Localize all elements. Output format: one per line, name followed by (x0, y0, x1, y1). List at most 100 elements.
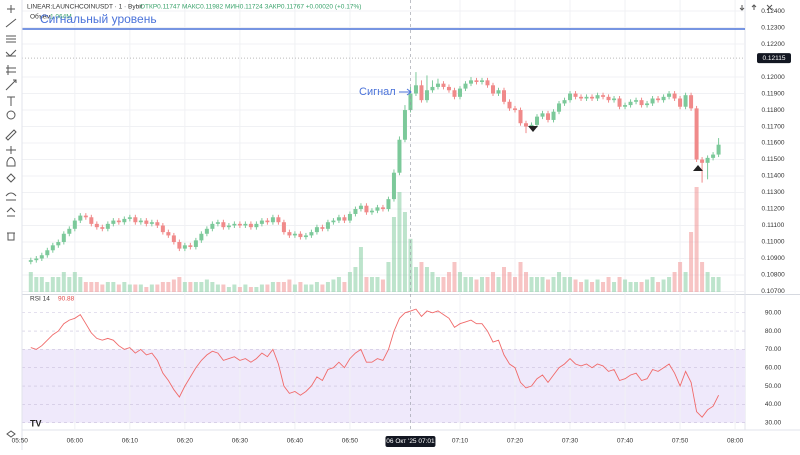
tool-zoom[interactable] (6, 146, 16, 154)
candle-body (568, 93, 573, 101)
rsi-legend-value: 90.88 (58, 296, 75, 303)
tool-text[interactable] (7, 96, 15, 106)
volume-bar (314, 282, 319, 292)
volume-bar (226, 287, 231, 292)
price-label-bg (757, 53, 791, 64)
volume-bar (419, 262, 424, 292)
volume-bar (485, 277, 490, 292)
volume-bar (579, 282, 584, 292)
volume-bar (402, 212, 407, 292)
candle-body (496, 90, 501, 94)
candle-body (524, 123, 529, 127)
volume-bar (518, 262, 523, 292)
volume-bar (446, 272, 451, 292)
candle-body (380, 207, 385, 210)
candle-body (67, 228, 72, 234)
btn-up[interactable] (751, 4, 757, 10)
tool-trendline[interactable] (5, 18, 17, 28)
tool-eye[interactable] (6, 207, 16, 217)
tool-fib[interactable] (6, 35, 16, 43)
y-tick-label: 0.12300 (761, 24, 785, 31)
candle-body (287, 232, 292, 236)
volume-bar (67, 277, 72, 292)
candle-body (623, 105, 628, 107)
volume-bar (557, 272, 562, 292)
volume-bar (479, 277, 484, 292)
volume-bar (287, 279, 292, 292)
candle-body (281, 222, 286, 233)
volume-bar (50, 277, 55, 292)
buy-marker (693, 165, 703, 171)
crosshair-label: 06 Окт '25 07:01 (386, 438, 435, 445)
volume-bar (551, 277, 556, 292)
tool-lock[interactable] (6, 173, 16, 183)
rsi-tick-label: 30.00 (765, 419, 782, 426)
candle-body (160, 225, 165, 233)
candle-body (573, 93, 578, 97)
btn-down[interactable] (739, 5, 745, 11)
volume-bar (336, 277, 341, 292)
tool-crosshair[interactable] (7, 5, 15, 13)
tool-ruler[interactable] (5, 129, 17, 141)
volume-bar (413, 267, 418, 292)
volume-bar (232, 284, 237, 292)
volume-bar (265, 284, 270, 292)
volume-bar (540, 277, 545, 292)
volume-bar (221, 284, 226, 292)
volume-bar (182, 282, 187, 292)
rsi-tick-label: 80.00 (765, 328, 782, 335)
candle-body (259, 220, 264, 224)
candle-body (634, 100, 639, 102)
volume-bar (28, 272, 33, 292)
candle-body (292, 233, 297, 236)
volume-bar (386, 262, 391, 292)
volume-bar (133, 284, 138, 292)
volume-bar (45, 282, 50, 292)
volume-bar (441, 277, 446, 292)
candle-body (320, 227, 325, 229)
candle-body (133, 217, 138, 223)
tool-layers[interactable] (6, 430, 16, 438)
tool-emoji[interactable] (6, 110, 16, 120)
y-tick-label: 0.11400 (761, 173, 784, 180)
toolbar (0, 0, 23, 450)
candle-body (50, 245, 55, 251)
volume-bar (546, 279, 551, 292)
volume-bar (89, 282, 94, 292)
volume-bar (435, 277, 440, 292)
y-tick-label: 0.11000 (761, 239, 784, 246)
tool-hide[interactable] (5, 192, 17, 201)
candle-body (309, 232, 314, 236)
x-tick-label: 06:10 (122, 438, 139, 445)
candle-body (479, 80, 484, 82)
volume-bar (584, 279, 589, 292)
volume-bar (353, 267, 358, 292)
candle-body (468, 80, 473, 84)
volume-bar (320, 284, 325, 292)
candle-body (105, 223, 110, 229)
candle-body (166, 232, 171, 236)
volume-bar (78, 277, 83, 292)
y-tick-label: 0.10900 (761, 255, 785, 262)
tool-brush[interactable] (5, 79, 17, 91)
candle-body (694, 108, 699, 160)
candle-body (265, 220, 270, 223)
volume-bar (94, 282, 99, 292)
candle-body (347, 213, 352, 221)
candle-body (276, 217, 281, 223)
candle-body (89, 217, 94, 224)
tool-forecast[interactable] (6, 65, 16, 75)
volume-bar (595, 279, 600, 292)
tool-delete[interactable] (7, 232, 15, 241)
candle-body (507, 101, 512, 109)
candle-body (639, 100, 644, 106)
volume-bar (166, 282, 171, 292)
tool-pattern[interactable] (5, 49, 17, 57)
candle-body (529, 124, 534, 127)
volume-bar (628, 282, 633, 292)
candle-body (270, 217, 275, 223)
candle-body (237, 223, 242, 226)
tool-magnet[interactable] (6, 157, 16, 167)
candle-body (199, 233, 204, 241)
btn-close[interactable] (766, 4, 773, 11)
